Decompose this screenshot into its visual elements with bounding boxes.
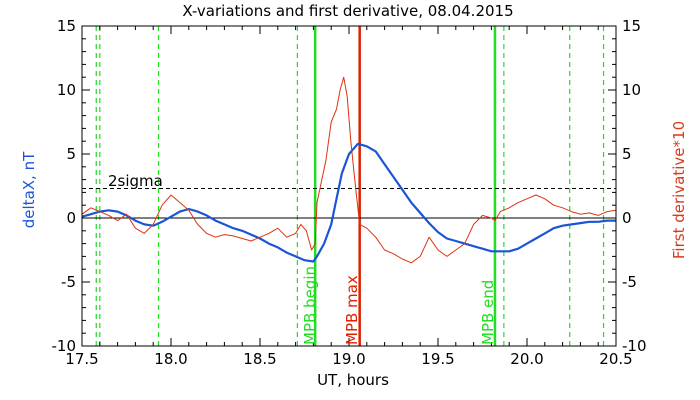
xtick-label-2: 18.5 — [243, 350, 276, 368]
ytick-right-label-0: -10 — [622, 337, 647, 355]
reference-lines — [82, 188, 616, 219]
plot-background — [82, 26, 616, 346]
ytick-left-label-3: 5 — [66, 145, 76, 163]
ytick-right-label-5: 15 — [622, 17, 641, 35]
vertical-markers — [95, 26, 605, 346]
ytick-left-label-5: 15 — [57, 17, 76, 35]
ytick-right-label-4: 10 — [622, 81, 641, 99]
threshold-label: 2sigma — [108, 172, 163, 190]
ytick-left-label-1: -5 — [61, 273, 76, 291]
tick-labels: 17.5 18.0 18.5 19.0 19.5 20.0 20.5-10-5051015-… — [52, 17, 647, 368]
xtick-label-6: 20.5 — [599, 350, 632, 368]
y-axis-label-right: First derivative*10 — [670, 121, 688, 259]
axes — [81, 25, 617, 347]
ytick-left-label-2: 0 — [66, 209, 76, 227]
xtick-label-5: 20.0 — [510, 350, 543, 368]
chart-title: X-variations and first derivative, 08.04… — [182, 2, 513, 20]
ytick-left-label-0: -10 — [52, 337, 77, 355]
ytick-right-label-2: 0 — [622, 209, 632, 227]
plot-area — [82, 26, 616, 346]
xtick-label-4: 19.5 — [421, 350, 454, 368]
mpb-begin-label: MPB begin — [301, 266, 319, 345]
mpb-end-label: MPB end — [479, 280, 497, 345]
series-line-1 — [81, 76, 617, 264]
xtick-label-1: 18.0 — [154, 350, 187, 368]
xtick-label-3: 19.0 — [332, 350, 365, 368]
data-series — [81, 76, 617, 264]
ytick-right-label-1: -5 — [622, 273, 637, 291]
ytick-left-label-4: 10 — [57, 81, 76, 99]
mpb-max-label: MPB max — [343, 275, 361, 345]
series-line-0 — [81, 142, 616, 263]
y-axis-label-left: deltaX, nT — [20, 151, 38, 228]
x-axis-label: UT, hours — [317, 371, 389, 389]
ytick-right-label-3: 5 — [622, 145, 632, 163]
xtick-label-0: 17.5 — [65, 350, 98, 368]
